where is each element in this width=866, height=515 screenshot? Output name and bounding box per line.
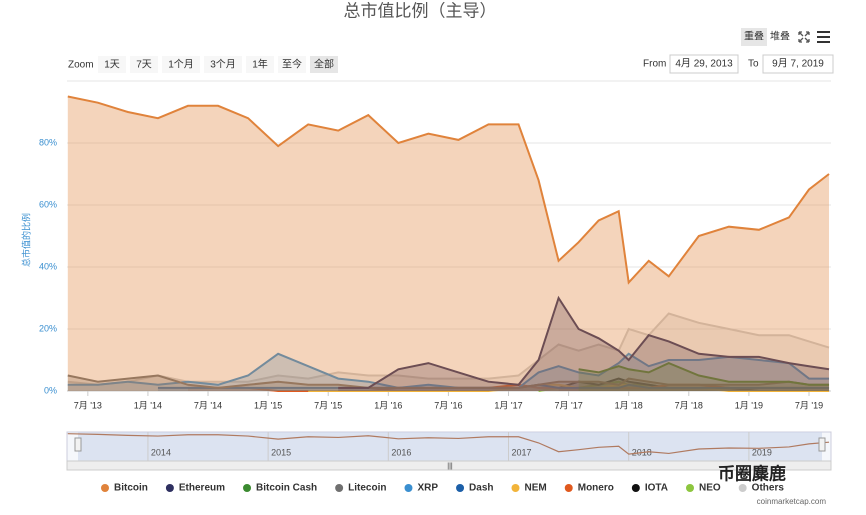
legend-label[interactable]: Bitcoin [114, 483, 148, 494]
legend-marker[interactable] [404, 484, 413, 492]
legend-label[interactable]: Monero [578, 483, 614, 494]
x-tick-label: 7月 '18 [675, 400, 703, 410]
x-tick-label: 7月 '13 [74, 400, 102, 410]
zoom-button[interactable]: 3个月 [210, 59, 236, 71]
navigator-label: 2019 [752, 447, 772, 457]
zoom-button-bg[interactable] [310, 56, 338, 73]
series-line [338, 295, 830, 389]
area-fill [338, 298, 830, 391]
scrollbar-grip[interactable]: ||| [447, 463, 453, 470]
area-fill [67, 96, 830, 391]
series-line [67, 374, 830, 389]
legend-marker[interactable] [456, 484, 465, 492]
menu-icon[interactable] [817, 31, 830, 43]
legend-label[interactable]: Ethereum [179, 483, 225, 494]
date-input[interactable] [762, 54, 834, 74]
zoom-button-bg[interactable] [98, 56, 126, 73]
watermark: 币圈麋鹿 [718, 463, 786, 483]
series-line [578, 362, 830, 386]
zoom-button[interactable]: 全部 [314, 58, 334, 71]
to-value[interactable]: 9月 7, 2019 [772, 58, 824, 70]
zoom-label: Zoom [68, 60, 94, 71]
x-tick-label: 7月 '17 [554, 400, 582, 410]
y-axis-label: 总市值的比例 [20, 213, 31, 267]
legend-label[interactable]: Litecoin [348, 483, 386, 494]
x-tick-label: 1月 '15 [254, 400, 282, 410]
legend-marker[interactable] [631, 484, 640, 492]
legend-label[interactable]: NEM [525, 483, 547, 494]
x-tick-label: 1月 '18 [615, 400, 643, 410]
zoom-button[interactable]: 7天 [136, 60, 152, 71]
area-fill [67, 353, 830, 391]
view-button[interactable]: 重叠 [744, 30, 764, 43]
x-tick-label: 1月 '14 [134, 400, 162, 410]
zoom-button-bg[interactable] [130, 56, 158, 73]
y-tick-label: 20% [39, 323, 57, 333]
area-fill [67, 375, 830, 391]
button-bg [741, 28, 767, 46]
date-input[interactable] [669, 54, 739, 74]
legend-label[interactable]: NEO [699, 483, 721, 494]
legend-label[interactable]: IOTA [645, 483, 668, 494]
legend-label[interactable]: XRP [417, 483, 438, 494]
legend-marker[interactable] [243, 484, 252, 492]
scrollbar[interactable] [66, 460, 832, 471]
zoom-button[interactable]: 至今 [282, 58, 302, 71]
legend-marker[interactable] [738, 484, 747, 492]
from-value[interactable]: 4月 29, 2013 [675, 58, 733, 70]
navigator-handle[interactable] [74, 437, 82, 452]
legend-label[interactable]: Others [752, 483, 785, 494]
x-tick-label: 1月 '17 [494, 400, 522, 410]
zoom-button-bg[interactable] [278, 56, 306, 73]
x-tick-label: 1月 '16 [374, 400, 402, 410]
zoom-button[interactable]: 1年 [252, 58, 268, 71]
navigator-label: 2016 [391, 447, 411, 457]
to-label: To [748, 59, 759, 70]
legend-marker[interactable] [165, 484, 174, 492]
legend-label[interactable]: Bitcoin Cash [256, 483, 317, 494]
view-button[interactable]: 堆叠 [770, 31, 790, 43]
navigator-handle[interactable] [818, 437, 826, 452]
x-tick-label: 7月 '19 [795, 400, 823, 410]
navigator-line [67, 433, 830, 455]
zoom-button[interactable]: 1个月 [168, 59, 194, 71]
x-tick-label: 7月 '16 [434, 400, 462, 410]
legend-marker[interactable] [335, 484, 344, 492]
x-tick-label: 1月 '19 [735, 400, 763, 410]
y-tick-label: 0% [44, 385, 57, 395]
zoom-button-bg[interactable] [246, 56, 274, 73]
x-tick-label: 7月 '15 [314, 400, 342, 410]
navigator-label: 2014 [151, 447, 171, 457]
series-line [67, 312, 830, 386]
source: coinmarketcap.com [757, 497, 827, 506]
zoom-button[interactable]: 1天 [104, 60, 120, 71]
legend-marker[interactable] [101, 484, 109, 492]
chart-title: 总市值比例（主导） [344, 1, 497, 20]
navigator-label: 2015 [271, 447, 291, 457]
y-tick-label: 60% [39, 199, 57, 209]
navigator-label: 2017 [512, 447, 532, 457]
legend-label[interactable]: Dash [469, 483, 493, 494]
series-line [67, 95, 830, 285]
y-tick-label: 40% [39, 261, 57, 271]
y-tick-label: 80% [39, 137, 57, 147]
legend-marker[interactable] [686, 484, 694, 492]
from-label: From [643, 59, 666, 70]
legend-marker[interactable] [564, 484, 573, 492]
fullscreen-icon[interactable] [798, 31, 810, 43]
zoom-button-bg[interactable] [204, 56, 242, 73]
legend-marker[interactable] [511, 484, 520, 492]
x-tick-label: 7月 '14 [194, 400, 222, 410]
zoom-button-bg[interactable] [162, 56, 200, 73]
